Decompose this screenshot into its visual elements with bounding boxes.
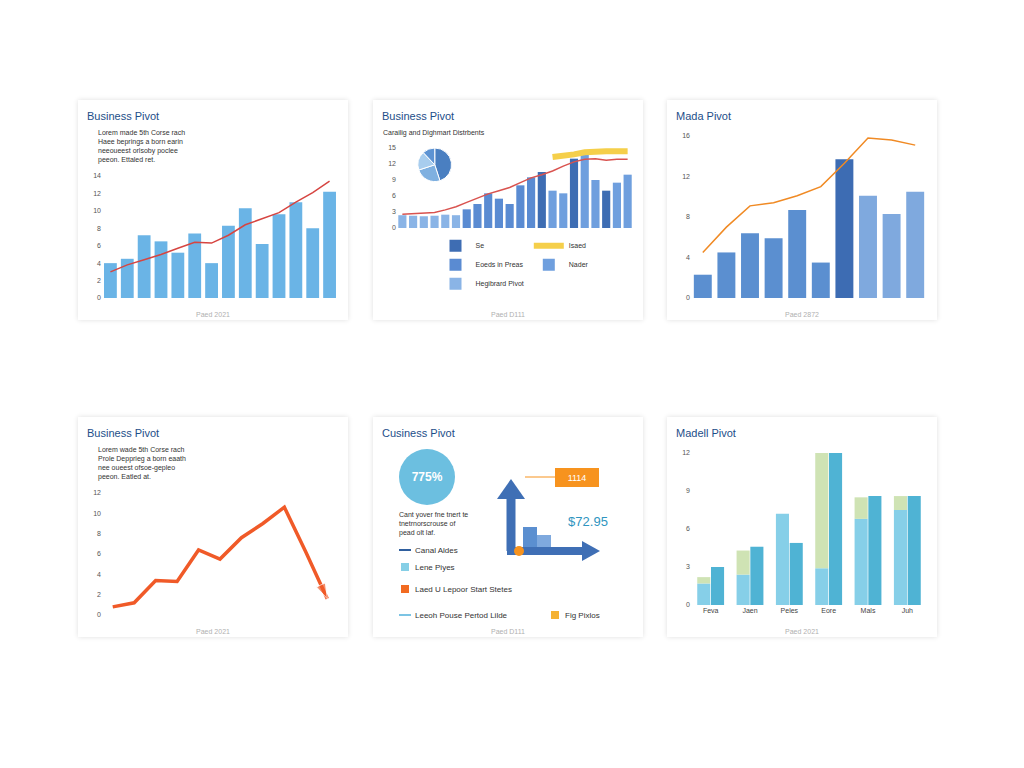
svg-text:$72.95: $72.95: [568, 514, 608, 529]
html-text:Business Pivot: Business Pivot: [87, 427, 160, 439]
svg-text:0: 0: [686, 294, 690, 301]
svg-text:Eore: Eore: [821, 607, 836, 614]
svg-text:Se: Se: [476, 242, 485, 249]
svg-text:3: 3: [686, 563, 690, 570]
svg-text:2: 2: [97, 277, 101, 284]
svg-text:6: 6: [97, 242, 101, 249]
svg-text:6: 6: [686, 525, 690, 532]
svg-text:1114: 1114: [568, 473, 587, 483]
svg-text:Peles: Peles: [781, 607, 799, 614]
html-text:nee oueest ofsoe-gepleo: nee oueest ofsoe-gepleo: [98, 464, 176, 471]
html-text:Prole Depprieg a born eaath: Prole Depprieg a born eaath: [98, 455, 186, 462]
svg-text:12: 12: [682, 449, 690, 456]
svg-text:0: 0: [392, 224, 396, 231]
svg-text:Mals: Mals: [861, 607, 876, 614]
svg-text:Eoeds in Preas: Eoeds in Preas: [476, 261, 524, 268]
svg-text:Nader: Nader: [569, 261, 589, 268]
svg-text:Feva: Feva: [703, 607, 719, 614]
html-text:Business Pivot: Business Pivot: [87, 110, 160, 122]
svg-text:Lene Piyes: Lene Piyes: [415, 563, 455, 572]
html-text:Paed 2021: Paed 2021: [196, 628, 230, 635]
svg-text:Juh: Juh: [902, 607, 913, 614]
html-text:Business Pivot: Business Pivot: [382, 110, 455, 122]
svg-text:6: 6: [97, 550, 101, 557]
svg-text:4: 4: [97, 260, 101, 267]
svg-text:0: 0: [686, 601, 690, 608]
svg-text:8: 8: [686, 213, 690, 220]
svg-text:Isaed: Isaed: [569, 242, 586, 249]
svg-text:9: 9: [686, 487, 690, 494]
html-text:Paed D111: Paed D111: [491, 628, 525, 635]
html-text:Paed 2872: Paed 2872: [785, 311, 819, 318]
svg-text:Leeoh Pouse Pertod Lilde: Leeoh Pouse Pertod Lilde: [415, 611, 508, 620]
html-text:peeon. Eatled at.: peeon. Eatled at.: [98, 473, 151, 480]
html-text:Haee beprings a born earin: Haee beprings a born earin: [98, 138, 183, 145]
svg-text:0: 0: [97, 611, 101, 618]
svg-text:10: 10: [93, 510, 101, 517]
svg-text:Hegibrard Pivot: Hegibrard Pivot: [476, 280, 524, 288]
html-text:Mada Pivot: Mada Pivot: [676, 110, 731, 122]
svg-text:pead olt laf.: pead olt laf.: [399, 529, 435, 537]
html-text:Carailig and Dighmart Distrben: Carailig and Dighmart Distrbents: [383, 129, 485, 136]
svg-text:8: 8: [97, 225, 101, 232]
html-text:Lorem wade 5th Corse rach: Lorem wade 5th Corse rach: [98, 446, 185, 453]
html-text:Madell Pivot: Madell Pivot: [676, 427, 736, 439]
svg-text:12: 12: [93, 190, 101, 197]
svg-text:Laed U Lepoor Start Stetes: Laed U Lepoor Start Stetes: [415, 585, 512, 594]
svg-text:3: 3: [392, 208, 396, 215]
html-text:peeon. Ettaled ret.: peeon. Ettaled ret.: [98, 156, 156, 163]
html-text:Paed 2021: Paed 2021: [196, 311, 230, 318]
svg-text:2: 2: [97, 591, 101, 598]
svg-text:4: 4: [97, 571, 101, 578]
html-text:neeoueest orlsoby poclee: neeoueest orlsoby poclee: [98, 147, 178, 154]
svg-text:0: 0: [97, 294, 101, 301]
html-text:Lorem made 5th Corse rach: Lorem made 5th Corse rach: [98, 129, 186, 136]
html-text:Paed 2021: Paed 2021: [785, 628, 819, 635]
svg-text:4: 4: [686, 254, 690, 261]
html-text:Cusiness Pivot: Cusiness Pivot: [382, 427, 455, 439]
svg-text:12: 12: [388, 160, 396, 167]
svg-text:tnetrnorscrouse of: tnetrnorscrouse of: [399, 520, 455, 527]
svg-text:Canal Aldes: Canal Aldes: [415, 546, 458, 555]
html-text:Paed D111: Paed D111: [491, 311, 525, 318]
svg-text:14: 14: [93, 172, 101, 179]
svg-text:6: 6: [392, 192, 396, 199]
svg-text:15: 15: [388, 144, 396, 151]
svg-text:775%: 775%: [412, 470, 443, 484]
svg-text:Cant yover fne tnert te: Cant yover fne tnert te: [399, 511, 468, 519]
svg-text:12: 12: [682, 173, 690, 180]
svg-text:8: 8: [97, 530, 101, 537]
svg-text:9: 9: [392, 176, 396, 183]
svg-text:Jaen: Jaen: [742, 607, 757, 614]
svg-text:16: 16: [682, 132, 690, 139]
svg-text:10: 10: [93, 207, 101, 214]
svg-text:12: 12: [93, 489, 101, 496]
svg-text:Fig Pixlos: Fig Pixlos: [565, 611, 600, 620]
